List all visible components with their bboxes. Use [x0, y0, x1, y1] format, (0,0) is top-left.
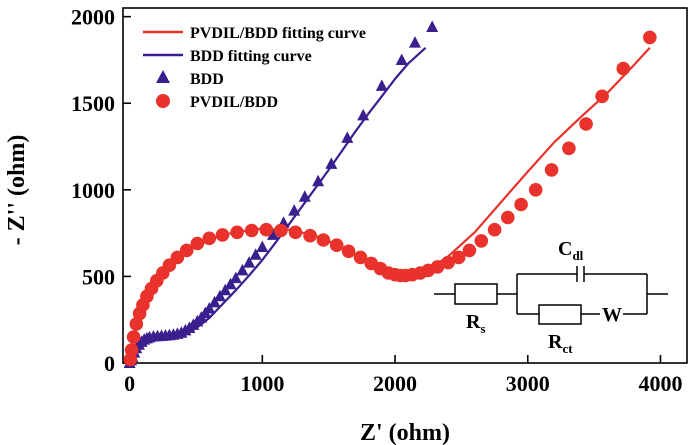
data-point-bdd: [312, 174, 325, 187]
data-point-bdd: [395, 53, 408, 65]
data-point-bdd: [236, 263, 249, 276]
data-point-pvdil-bdd: [643, 30, 657, 45]
data-point-pvdil-bdd: [544, 163, 559, 177]
data-point-pvdil-bdd: [259, 222, 274, 237]
data-point-pvdil-bdd: [303, 228, 317, 243]
circuit-rs-resistor: [454, 283, 498, 305]
data-point-bdd: [224, 277, 237, 290]
data-point-pvdil-bdd: [230, 225, 244, 240]
plot-area: 0 500 1000 1500 2000 0 1000 2000 3000 4000: [71, 5, 688, 396]
data-point-pvdil-bdd: [129, 317, 144, 331]
legend-label-bdd: BDD: [190, 71, 224, 88]
circuit-label-rs-sub: s: [480, 321, 485, 336]
data-point-bdd: [213, 289, 226, 302]
data-point-pvdil-bdd: [595, 89, 609, 104]
y-axis-ticks: 0 500 1000 1500 2000: [71, 5, 131, 376]
data-point-bdd: [267, 228, 279, 240]
plot-frame: [122, 7, 688, 364]
circuit-label-rct-sub: ct: [562, 341, 573, 356]
legend-item-bdd: BDD: [156, 70, 224, 88]
data-point-pvdil-bdd: [430, 260, 445, 274]
legend-label-bdd-fitting-curve: BDD fitting curve: [190, 48, 312, 65]
data-point-bdd: [203, 302, 216, 314]
x-axis-title: Z' (ohm): [360, 420, 450, 445]
y-tick-label: 2000: [71, 5, 115, 30]
y-axis-title: - Z'' (ohm): [4, 135, 30, 246]
data-point-pvdil-bdd: [244, 223, 259, 238]
data-point-pvdil-bdd: [462, 243, 477, 258]
data-point-bdd: [229, 271, 242, 284]
data-point-pvdil-bdd: [329, 238, 344, 252]
circuit-label-cdl: Cdl: [558, 238, 584, 263]
x-tick-label: 1000: [240, 371, 284, 396]
equivalent-circuit-labels: Cdl Rs W Rct: [466, 238, 622, 356]
data-point-bdd: [341, 131, 354, 143]
data-point-pvdil-bdd: [274, 223, 288, 238]
circuit-label-rct-main: R: [548, 331, 563, 353]
data-point-pvdil-bdd: [288, 225, 303, 240]
y-tick-label: 0: [104, 351, 115, 376]
data-point-pvdil-bdd: [451, 250, 466, 265]
data-point-bdd: [208, 295, 221, 308]
data-point-pvdil-bdd: [514, 197, 528, 212]
legend: PVDIL/BDD fitting curve BDD fitting curv…: [143, 25, 366, 111]
legend-item-pvdil-bdd-fitting-curve: PVDIL/BDD fitting curve: [143, 25, 366, 42]
legend-label-pvdil-bdd: PVDIL/BDD: [190, 94, 278, 111]
x-tick-label: 3000: [506, 371, 550, 396]
legend-label-pvdil-bdd-fitting-curve: PVDIL/BDD fitting curve: [190, 25, 366, 42]
data-point-pvdil-bdd: [528, 183, 543, 197]
data-point-pvdil-bdd: [579, 117, 593, 131]
data-point-pvdil-bdd: [616, 61, 631, 76]
data-point-pvdil-bdd: [316, 233, 331, 247]
circuit-label-cdl-main: C: [558, 238, 572, 260]
data-point-bdd: [375, 79, 388, 91]
y-tick-label: 500: [82, 264, 115, 289]
data-point-pvdil-bdd: [353, 250, 368, 265]
data-point-bdd: [325, 157, 338, 169]
legend-item-pvdil-bdd: PVDIL/BDD: [156, 94, 278, 111]
x-tick-label: 2000: [373, 371, 417, 396]
data-point-bdd: [298, 190, 311, 202]
x-tick-label: 4000: [638, 371, 682, 396]
circuit-label-rs: Rs: [466, 311, 486, 336]
data-point-pvdil-bdd: [124, 343, 139, 357]
data-point-pvdil-bdd: [501, 210, 515, 225]
equivalent-circuit-diagram: [434, 266, 668, 325]
data-point-pvdil-bdd: [215, 228, 230, 242]
x-axis-ticks: 0 1000 2000 3000 4000: [124, 355, 682, 396]
legend-item-bdd-fitting-curve: BDD fitting curve: [143, 48, 312, 65]
data-point-bdd: [219, 283, 232, 296]
data-point-pvdil-bdd: [341, 244, 356, 259]
data-point-bdd: [249, 248, 262, 260]
data-point-pvdil-bdd: [562, 141, 576, 156]
data-point-bdd: [288, 204, 301, 216]
data-point-pvdil-bdd: [202, 231, 217, 246]
y-tick-label: 1000: [71, 178, 115, 203]
circuit-label-w: W: [602, 304, 622, 326]
series-markers-pvdil-bdd: [123, 30, 657, 367]
data-point-bdd: [357, 108, 370, 121]
data-point-pvdil-bdd: [126, 330, 141, 344]
y-tick-label: 1500: [71, 91, 115, 116]
data-point-pvdil-bdd: [170, 250, 185, 265]
data-point-bdd: [409, 36, 421, 48]
circuit-label-cdl-sub: dl: [572, 248, 583, 263]
series-layer: [123, 20, 657, 368]
series-markers-bdd: [123, 20, 439, 368]
legend-swatch-bdd-triangle: [156, 70, 170, 83]
data-point-pvdil-bdd: [487, 222, 502, 237]
circuit-label-rs-main: R: [466, 311, 481, 333]
legend-swatch-pvdil-bdd-circle: [156, 94, 170, 108]
x-tick-label: 0: [124, 371, 135, 396]
data-point-bdd: [256, 240, 269, 252]
data-point-pvdil-bdd: [474, 234, 489, 248]
data-point-bdd: [426, 20, 439, 32]
data-point-pvdil-bdd: [190, 236, 205, 251]
data-point-pvdil-bdd: [441, 255, 455, 270]
circuit-rct-resistor: [538, 304, 582, 325]
data-point-pvdil-bdd: [179, 243, 194, 258]
data-point-bdd: [243, 256, 256, 268]
circuit-label-rct: Rct: [548, 331, 573, 356]
